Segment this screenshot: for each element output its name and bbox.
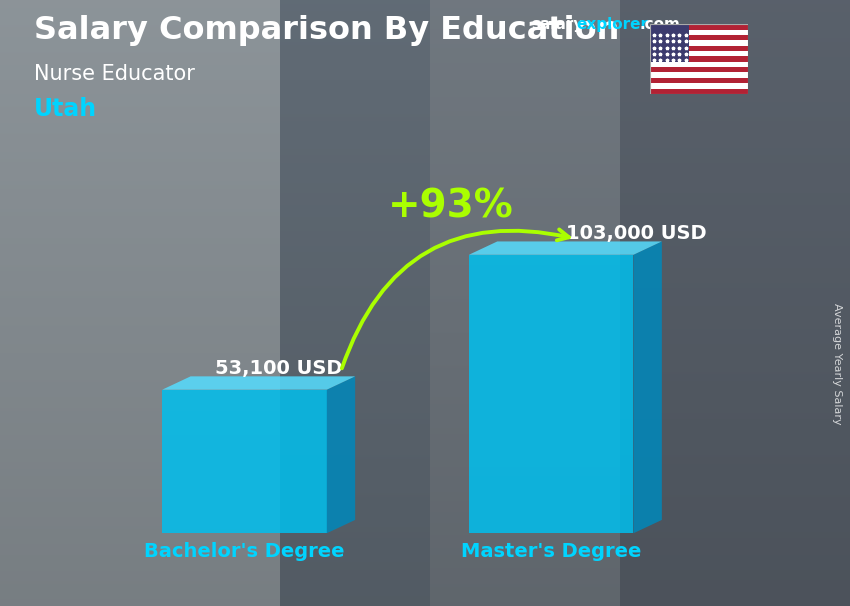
Bar [650, 62, 748, 67]
Polygon shape [469, 241, 662, 255]
Text: Utah: Utah [34, 97, 97, 121]
Bar [650, 41, 748, 45]
Bar [650, 24, 689, 62]
Text: 103,000 USD: 103,000 USD [566, 224, 706, 242]
Bar [650, 67, 748, 73]
Text: Nurse Educator: Nurse Educator [34, 64, 195, 84]
Polygon shape [633, 241, 662, 533]
Bar [650, 73, 748, 78]
Polygon shape [162, 376, 355, 390]
Bar [650, 78, 748, 83]
Bar [650, 88, 748, 94]
Bar [650, 35, 748, 41]
Text: Salary Comparison By Education: Salary Comparison By Education [34, 15, 620, 46]
Bar [650, 83, 748, 88]
Text: explorer: explorer [576, 17, 649, 32]
Text: Master's Degree: Master's Degree [461, 542, 642, 561]
Text: salary: salary [531, 17, 584, 32]
Text: 53,100 USD: 53,100 USD [214, 359, 342, 378]
Polygon shape [469, 255, 633, 533]
Bar [650, 24, 748, 30]
Text: Bachelor's Degree: Bachelor's Degree [144, 542, 345, 561]
Text: .com: .com [639, 17, 680, 32]
Text: Average Yearly Salary: Average Yearly Salary [832, 303, 842, 424]
Bar [650, 51, 748, 56]
Polygon shape [326, 376, 355, 533]
Bar [650, 30, 748, 35]
Bar [650, 56, 748, 62]
Polygon shape [162, 390, 326, 533]
Text: +93%: +93% [388, 187, 513, 225]
Bar [650, 45, 748, 51]
